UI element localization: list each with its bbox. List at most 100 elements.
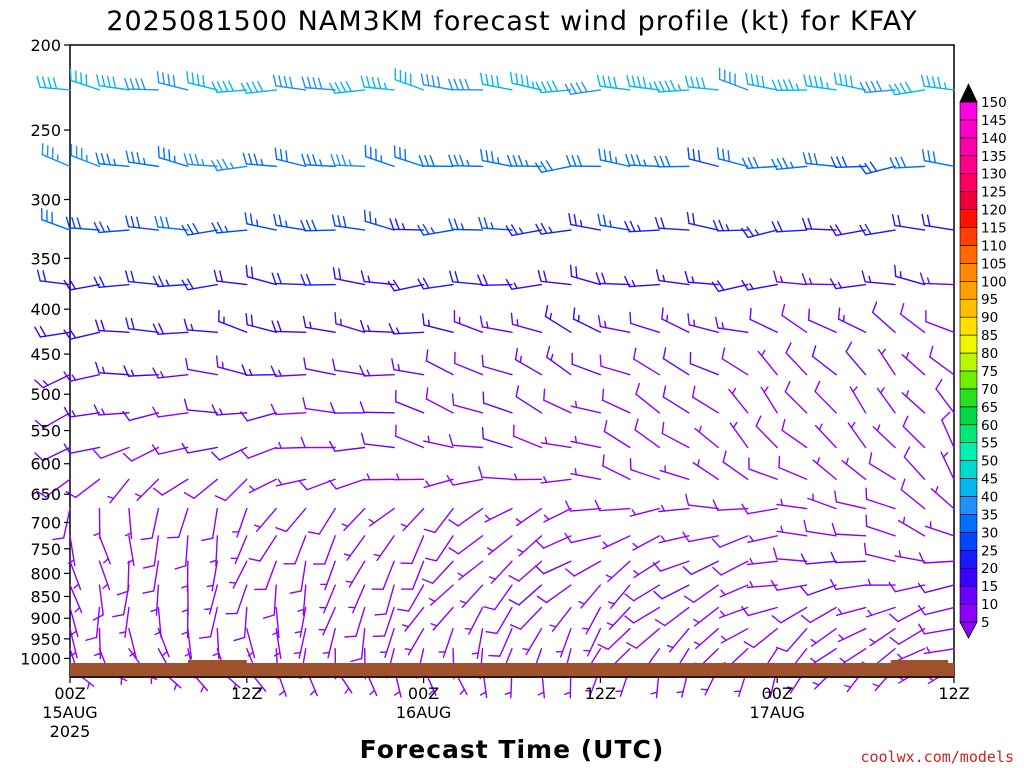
wind-barb (689, 351, 719, 376)
wind-barb (572, 307, 602, 333)
ground-fill (70, 663, 954, 677)
wind-barb (741, 279, 778, 291)
wind-barb (186, 71, 219, 91)
wind-barb (891, 214, 926, 231)
wind-barb (746, 557, 778, 566)
wind-barb (509, 606, 543, 630)
wind-barb (418, 154, 454, 168)
colorbar-label: 75 (981, 364, 998, 380)
wind-barb (41, 207, 71, 231)
colorbar-segment (959, 352, 978, 372)
wind-barb (833, 72, 867, 91)
wind-barb (417, 223, 454, 236)
wind-barb (830, 156, 867, 169)
wind-barb (85, 606, 101, 641)
colorbar-segment (959, 137, 978, 157)
wind-barb (760, 386, 778, 414)
wind-barb (244, 212, 277, 231)
credit-link[interactable]: coolwx.com/models (860, 748, 1014, 766)
wind-barb (658, 535, 690, 544)
wind-barb (34, 412, 71, 429)
wind-barb (535, 80, 572, 94)
wind-barb (872, 424, 896, 449)
colorbar-min-arrow (959, 621, 978, 639)
wind-barb (275, 507, 307, 533)
wind-barb (425, 387, 454, 414)
wind-barb (888, 81, 926, 96)
wind-barb (142, 560, 160, 594)
wind-barb (363, 473, 395, 481)
wind-barb (595, 272, 631, 286)
wind-barb (582, 606, 602, 635)
wind-barb (152, 323, 189, 335)
wind-barb (457, 560, 484, 581)
colorbar-label: 65 (981, 400, 998, 416)
wind-barb (107, 478, 130, 504)
x-tick-label: 00Z (762, 684, 793, 703)
wind-barb (69, 560, 82, 591)
colorbar-segment (959, 460, 978, 479)
wind-barb (719, 584, 749, 598)
wind-barb (63, 443, 101, 455)
x-tick-date: 17AUG (749, 703, 804, 722)
wind-barb (430, 606, 454, 631)
wind-barb (785, 342, 808, 376)
y-tick-label: 350 (30, 249, 61, 268)
wind-barb (535, 535, 572, 549)
wind-barb (181, 278, 219, 291)
wind-barb (359, 365, 395, 377)
wind-barb (555, 627, 572, 658)
wind-barb (564, 532, 602, 544)
colorbar-segment (959, 191, 978, 210)
wind-barb (330, 153, 366, 168)
colorbar-segment (959, 227, 978, 246)
wind-barb (448, 154, 484, 168)
wind-barb (684, 75, 719, 91)
wind-barb (397, 584, 425, 612)
wind-barb (307, 507, 336, 535)
colorbar-segment (959, 532, 978, 551)
wind-barb (211, 221, 248, 234)
wind-barb (481, 427, 513, 449)
colorbar-label: 135 (981, 149, 1007, 165)
wind-barb (654, 217, 690, 231)
wind-barb (749, 307, 778, 333)
wind-barb (634, 418, 661, 449)
wind-barb (599, 354, 631, 376)
wind-barb (98, 535, 111, 565)
x-tick-label: 12Z (231, 684, 262, 703)
wind-barb (209, 535, 219, 567)
wind-barb (124, 77, 160, 91)
wind-barb (568, 213, 602, 231)
wind-barb (633, 347, 661, 376)
colorbar-label: 15 (981, 579, 998, 595)
colorbar-segment (959, 496, 978, 515)
wind-barb (368, 507, 395, 527)
wind-barb (332, 267, 366, 286)
wind-barb (379, 627, 395, 658)
wind-barb (206, 560, 219, 592)
colorbar-segment (959, 334, 978, 354)
wind-barb (583, 627, 602, 657)
wind-barb (784, 380, 808, 414)
wind-barb (420, 73, 454, 91)
wind-barb (507, 154, 543, 168)
wind-barb (809, 648, 837, 666)
wind-barb (393, 145, 425, 168)
wind-barb (602, 454, 631, 480)
wind-barb (334, 312, 366, 333)
chart-title: 2025081500 NAM3KM forecast wind profile … (106, 6, 917, 37)
wind-barb (294, 606, 307, 638)
colorbar-segment (959, 155, 978, 175)
wind-barb (300, 436, 336, 449)
wind-barb (152, 406, 189, 418)
wind-barb (34, 373, 71, 389)
wind-barb (123, 365, 160, 377)
wind-barb (570, 400, 602, 414)
wind-barb (601, 535, 631, 550)
wind-barb (36, 269, 71, 286)
colorbar-label: 105 (981, 256, 1007, 272)
colorbar-label: 45 (981, 472, 998, 488)
wind-barb (448, 507, 484, 527)
